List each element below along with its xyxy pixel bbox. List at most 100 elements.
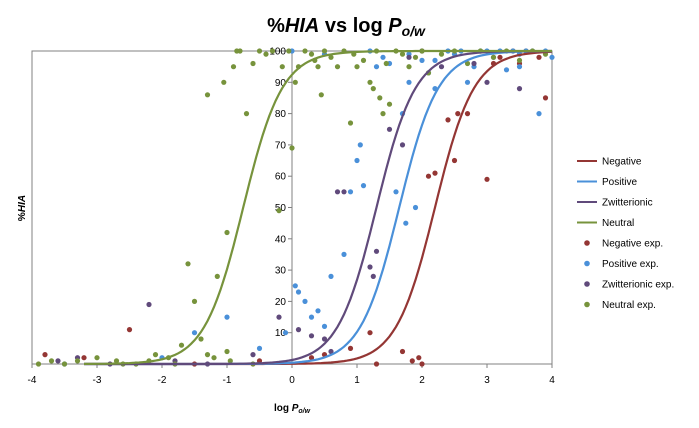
x-axis-label-sub: o/w xyxy=(298,408,310,415)
y-tick-label: 90 xyxy=(275,78,287,89)
data-point xyxy=(403,220,409,226)
data-point xyxy=(221,79,227,85)
data-point xyxy=(243,111,250,117)
data-point xyxy=(328,348,334,355)
data-point xyxy=(419,361,425,367)
data-point xyxy=(74,358,81,364)
data-point xyxy=(536,111,542,117)
data-point xyxy=(35,361,42,367)
legend-label: Zwitterionic exp. xyxy=(602,280,674,291)
legend-label: Positive exp. xyxy=(602,259,659,270)
data-point xyxy=(230,64,237,70)
data-point xyxy=(373,361,380,367)
data-point xyxy=(386,101,393,107)
y-tick-label: 70 xyxy=(275,140,287,151)
data-point xyxy=(377,95,383,101)
data-point xyxy=(367,79,373,85)
x-tick-label: 4 xyxy=(549,375,555,386)
data-point xyxy=(516,86,523,92)
data-point xyxy=(198,336,204,342)
data-point xyxy=(347,345,354,351)
data-point xyxy=(542,95,549,101)
data-point xyxy=(347,120,354,126)
data-point xyxy=(412,204,419,211)
data-point xyxy=(178,342,185,348)
y-tick-label: 50 xyxy=(275,203,287,214)
data-point xyxy=(516,64,523,70)
data-point xyxy=(227,358,233,364)
data-point xyxy=(334,189,341,195)
data-point xyxy=(367,330,373,336)
data-point xyxy=(383,60,389,67)
x-axis-label-text: log xyxy=(274,403,292,414)
x-tick-label: -2 xyxy=(158,375,167,386)
data-point xyxy=(321,48,328,54)
x-tick-label: -4 xyxy=(28,375,37,386)
x-tick-label: -3 xyxy=(93,375,102,386)
data-point xyxy=(360,183,367,189)
legend-dot-swatch xyxy=(584,240,590,246)
data-point xyxy=(256,345,263,351)
data-point xyxy=(61,361,68,367)
data-point xyxy=(214,273,220,279)
legend-dot-swatch xyxy=(584,260,590,267)
data-point xyxy=(536,54,542,60)
data-point xyxy=(308,333,315,339)
x-tick-label: -1 xyxy=(223,375,232,386)
data-point xyxy=(42,352,48,358)
data-point xyxy=(276,314,282,320)
data-point xyxy=(269,48,276,54)
data-point xyxy=(185,261,191,267)
x-tick-label: 1 xyxy=(354,375,360,386)
data-point xyxy=(263,51,269,57)
data-point xyxy=(425,173,432,179)
data-point xyxy=(211,355,217,361)
chart-title-sub: o/w xyxy=(402,23,426,39)
data-point xyxy=(289,145,295,151)
data-point xyxy=(419,57,425,64)
y-tick-label: 10 xyxy=(275,328,287,339)
data-point xyxy=(360,57,367,64)
data-point xyxy=(295,289,302,295)
data-point xyxy=(315,64,321,70)
data-point xyxy=(354,157,360,164)
data-point xyxy=(464,111,471,117)
data-point xyxy=(438,51,445,57)
legend-dot-swatch xyxy=(584,281,590,287)
chart-title-italic: HIA xyxy=(285,15,319,37)
data-point xyxy=(282,330,289,336)
data-point xyxy=(432,170,438,176)
data-point xyxy=(224,229,230,236)
y-tick-label: 60 xyxy=(275,172,287,183)
data-point xyxy=(490,54,497,60)
data-point xyxy=(146,301,152,308)
data-point xyxy=(292,283,298,289)
data-point xyxy=(347,189,354,195)
legend-label: Negative exp. xyxy=(602,239,663,250)
data-point xyxy=(464,60,471,67)
data-point xyxy=(81,355,87,361)
data-point xyxy=(237,48,243,54)
data-point xyxy=(55,358,61,364)
data-point xyxy=(549,54,555,60)
data-point xyxy=(416,355,422,361)
x-axis-label-var: P xyxy=(292,403,299,414)
y-tick-label: 30 xyxy=(275,266,287,277)
legend-dot-swatch xyxy=(584,301,590,308)
y-axis-label-prefix: % xyxy=(17,212,28,221)
data-point xyxy=(302,298,308,304)
data-point xyxy=(292,79,298,85)
data-point xyxy=(250,352,256,358)
data-point xyxy=(308,51,315,57)
legend-label: Positive xyxy=(602,177,637,188)
data-point xyxy=(302,48,308,54)
data-point xyxy=(308,314,315,320)
data-point xyxy=(380,54,386,60)
chart-title-var: P xyxy=(388,15,402,37)
data-point xyxy=(295,327,302,333)
fit-curve-neutral xyxy=(84,49,552,365)
chart-title-prefix: % xyxy=(267,15,285,37)
data-point xyxy=(399,348,406,355)
data-point xyxy=(224,314,230,320)
